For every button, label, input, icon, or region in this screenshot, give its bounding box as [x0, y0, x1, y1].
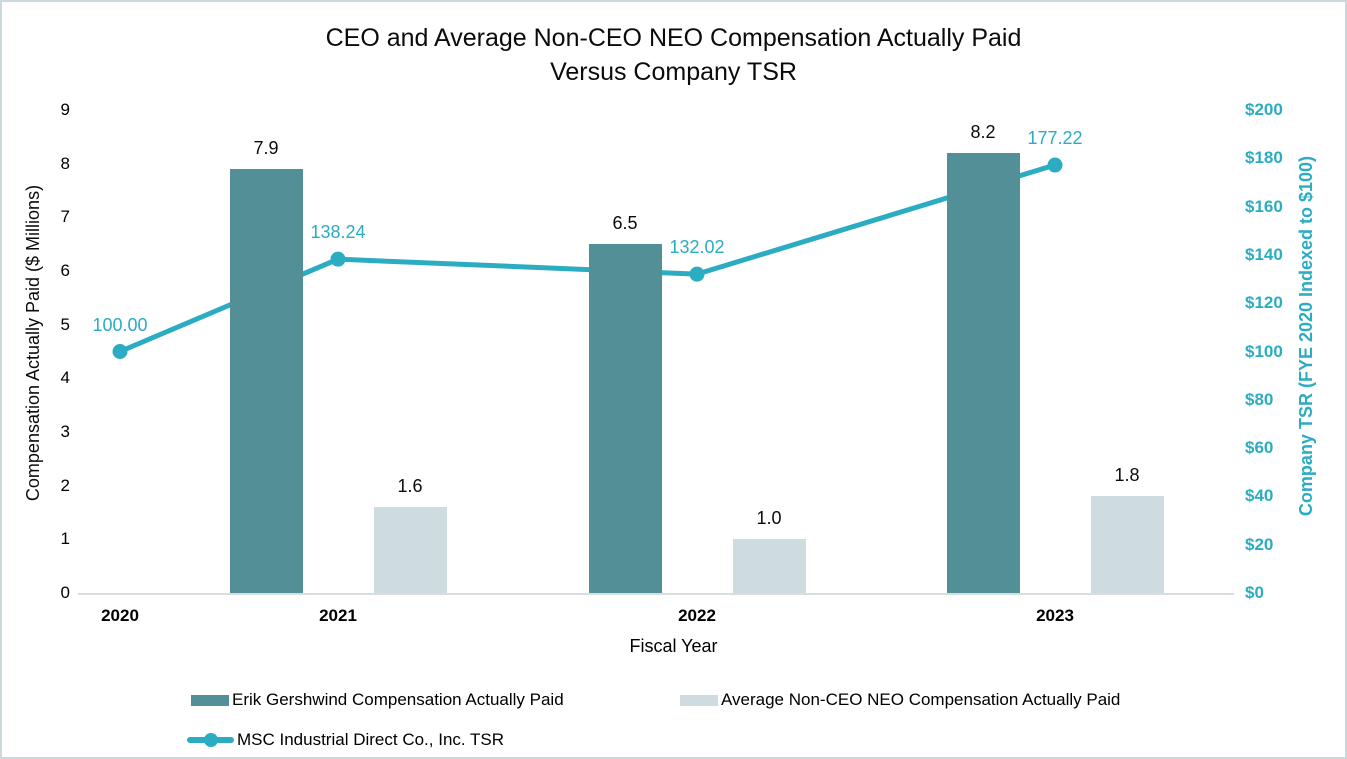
x-axis-title: Fiscal Year — [629, 636, 718, 656]
tsr-data-point-2021 — [330, 251, 346, 267]
y-axis-left-tick-label: 0 — [60, 583, 70, 602]
tsr-value-label: 138.24 — [310, 222, 366, 243]
y-axis-right-tick-label: $20 — [1245, 534, 1274, 554]
ceo-bar-2021 — [229, 169, 303, 593]
neo-bar-2021 — [373, 507, 447, 593]
y-axis-left-tick-label: 7 — [60, 207, 70, 227]
legend-label-ceo: Erik Gershwind Compensation Actually Pai… — [232, 690, 564, 709]
y-axis-right-tick-label: $40 — [1245, 486, 1274, 506]
legend-item-ceo: Erik Gershwind Compensation Actually Pai… — [191, 689, 564, 711]
tsr-data-point-2022 — [689, 266, 705, 282]
tsr-value-label: 177.22 — [1027, 128, 1083, 148]
chart-title: CEO and Average Non-CEO NEO Compensation… — [2, 21, 1345, 89]
ceo-bar-2023 — [946, 152, 1020, 593]
neo-series-swatch — [680, 694, 718, 706]
ceo-value-label: 6.5 — [612, 213, 638, 234]
ceo-series-swatch — [191, 694, 229, 706]
tsr-swatch-dot — [204, 733, 218, 747]
y-axis-right-tick-label: $140 — [1245, 244, 1283, 264]
x-axis-tick-label: 2020 — [101, 606, 139, 625]
y-axis-right-tick-label: $80 — [1245, 389, 1274, 409]
legend-item-tsr: MSC Industrial Direct Co., Inc. TSR — [187, 729, 504, 751]
neo-bar-2023 — [1090, 496, 1164, 593]
neo-bar-2022 — [732, 539, 806, 593]
y-axis-right-tick-label: $160 — [1245, 196, 1283, 216]
neo-value-label: 1.6 — [397, 476, 423, 497]
y-axis-left-tick-label: 2 — [60, 475, 70, 495]
tsr-data-point-2020 — [112, 344, 128, 359]
x-axis-tick-label: 2023 — [1036, 606, 1074, 625]
ceo-value-label: 7.9 — [253, 138, 279, 159]
chart-title-line2: Versus Company TSR — [550, 58, 797, 86]
x-axis-line — [78, 593, 1234, 595]
y-axis-right-tick-label: $0 — [1245, 583, 1264, 602]
tsr-swatch-line — [187, 737, 234, 743]
x-axis-tick-label: 2021 — [319, 606, 357, 625]
y-axis-left-tick-label: 3 — [60, 422, 70, 441]
tsr-data-point-2023 — [1047, 157, 1063, 173]
y-axis-left-tick-label: 6 — [60, 261, 70, 280]
y-axis-right-tick-label: $180 — [1245, 148, 1283, 168]
neo-value-label: 1.0 — [756, 508, 782, 529]
neo-value-label: 1.8 — [1114, 465, 1140, 486]
y-axis-left-tick-label: 1 — [60, 529, 70, 549]
y-axis-right-tick-label: $100 — [1245, 341, 1283, 361]
y-axis-right-tick-label: $120 — [1245, 293, 1283, 313]
chart-title-line1: CEO and Average Non-CEO NEO Compensation… — [325, 24, 1022, 52]
y-axis-left-tick-label: 8 — [60, 153, 70, 173]
y-axis-left-tick-label: 9 — [60, 100, 70, 119]
ceo-value-label: 8.2 — [970, 121, 996, 142]
y-axis-right-tick-label: $60 — [1245, 438, 1274, 458]
tsr-series-swatch — [187, 733, 234, 747]
y-axis-left-tick-label: 5 — [60, 314, 70, 334]
y-axis-left-tick-label: 4 — [60, 368, 70, 388]
legend-label-tsr: MSC Industrial Direct Co., Inc. TSR — [237, 730, 505, 749]
legend-label-neo: Average Non-CEO NEO Compensation Actuall… — [721, 690, 1121, 709]
y-axis-right-tick-label: $200 — [1245, 100, 1283, 119]
x-axis-tick-label: 2022 — [678, 606, 716, 625]
ceo-bar-2022 — [588, 244, 662, 593]
tsr-value-label: 132.02 — [669, 237, 725, 258]
legend-item-neo: Average Non-CEO NEO Compensation Actuall… — [680, 689, 1120, 711]
tsr-value-label: 100.00 — [92, 314, 148, 335]
